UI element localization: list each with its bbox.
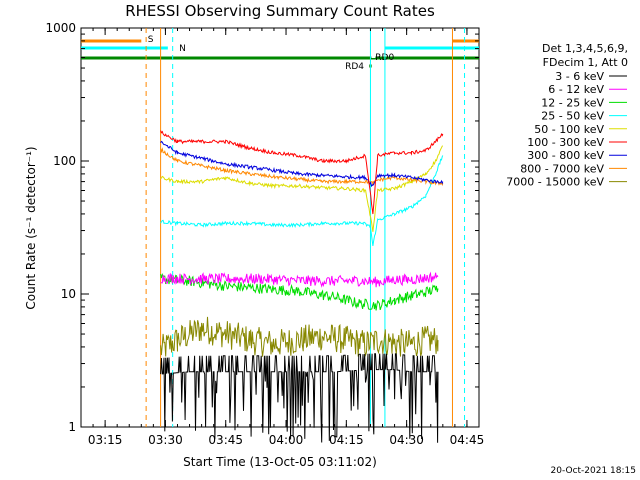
y-tick-label: 100 — [53, 154, 76, 168]
legend-label: 800 - 7000 keV — [520, 162, 604, 175]
y-tick-label: 10 — [61, 287, 76, 301]
series-800-7000-kev — [160, 147, 444, 186]
legend-label: 50 - 100 keV — [534, 123, 604, 136]
status-bars: SNRD0RD4 — [81, 35, 479, 72]
x-tick-label: 03:15 — [88, 433, 123, 447]
legend-label: 3 - 6 keV — [555, 70, 604, 83]
y-axis-label: Count Rate (s⁻¹ detector⁻¹) — [24, 146, 38, 309]
x-tick-label: 04:15 — [329, 433, 364, 447]
x-tick-label: 04:00 — [269, 433, 304, 447]
y-tick-label: 1 — [68, 420, 76, 434]
series-layer — [160, 130, 444, 443]
x-axis-label: Start Time (13-Oct-05 03:11:02) — [183, 455, 377, 469]
series-100-300-kev — [160, 130, 444, 215]
legend-label: 12 - 25 keV — [541, 96, 604, 109]
rd0-gap — [371, 55, 376, 58]
annotation-night: N — [179, 44, 186, 54]
series-7000-15000-kev — [160, 316, 439, 357]
plot-frame — [80, 27, 480, 428]
axis-ticks: 03:15 03:30 03:45 04:00 04:15 04:30 04:45 1 10 10… — [45, 21, 484, 447]
legend-label: 6 - 12 keV — [548, 83, 604, 96]
x-tick-label: 03:30 — [148, 433, 183, 447]
chart-title: RHESSI Observing Summary Count Rates — [125, 2, 435, 20]
series-300-800-kev — [160, 140, 444, 188]
annotation-saa: S — [148, 35, 154, 45]
legend-label: 7000 - 15000 keV — [506, 176, 604, 189]
legend-label: 100 - 300 keV — [527, 136, 604, 149]
x-tick-label: 04:45 — [450, 433, 485, 447]
x-tick-label: 03:45 — [208, 433, 243, 447]
legend-header-2: FDecim 1, Att 0 — [543, 56, 628, 69]
series-3-6-kev — [160, 353, 439, 443]
series-50-100-kev — [160, 145, 443, 232]
x-tick-label: 04:30 — [389, 433, 424, 447]
footer-date: 20-Oct-2021 18:15 — [551, 466, 636, 476]
legend: Det 1,3,4,5,6,9, FDecim 1, Att 0 3 - 6 k… — [506, 42, 628, 189]
legend-label: 300 - 800 keV — [527, 149, 604, 162]
y-tick-label: 1000 — [45, 21, 76, 35]
series-25-50-kev — [160, 155, 444, 246]
series-6-12-kev — [160, 271, 439, 288]
annotation-rd4: RD4 — [345, 62, 364, 72]
legend-label: 25 - 50 keV — [541, 110, 604, 123]
legend-header-1: Det 1,3,4,5,6,9, — [542, 42, 628, 55]
